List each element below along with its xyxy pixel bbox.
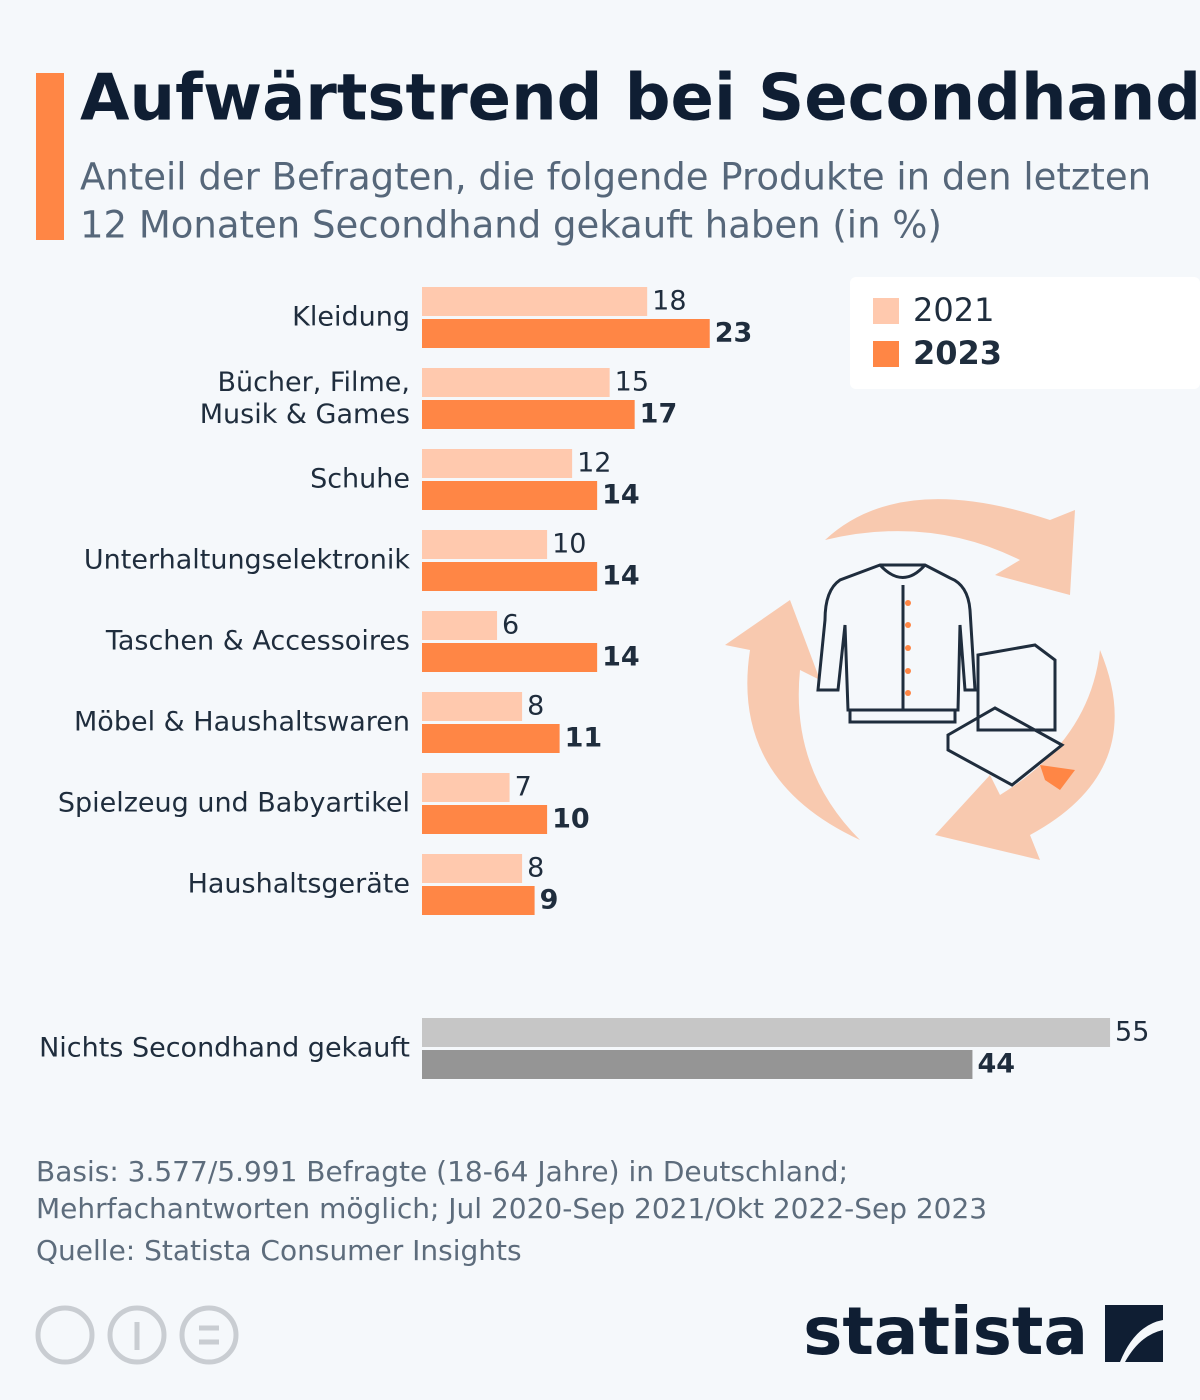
bar [422, 449, 573, 478]
bar [422, 611, 498, 640]
value-label: 44 [977, 1049, 1015, 1080]
category-label: Schuhe [310, 464, 410, 495]
bookmark-icon [1040, 765, 1075, 790]
brand-logo: statista [803, 1293, 1088, 1370]
bar [422, 1050, 973, 1079]
bar [422, 724, 560, 753]
value-label: 55 [1115, 1017, 1149, 1048]
button-dots [905, 600, 911, 696]
value-label: 15 [615, 367, 649, 398]
value-label: 6 [502, 610, 519, 641]
value-label: 14 [602, 561, 640, 592]
legend-label: 2023 [913, 334, 1002, 372]
legend-swatch [873, 298, 899, 324]
value-label: 14 [602, 642, 640, 673]
value-label: 18 [652, 286, 686, 317]
value-label: 8 [527, 853, 544, 884]
bar [422, 319, 710, 348]
value-label: 23 [715, 318, 753, 349]
category-label: Kleidung [292, 302, 410, 333]
clothing-icon [816, 563, 1065, 787]
category-label: Nichts Secondhand gekauft [39, 1033, 410, 1064]
footnote: Mehrfachantworten möglich; Jul 2020-Sep … [36, 1192, 987, 1225]
value-label: 10 [552, 804, 590, 835]
footnote: Basis: 3.577/5.991 Befragte (18-64 Jahre… [36, 1155, 848, 1188]
license-icons [35, 1305, 239, 1365]
bar [422, 692, 523, 721]
legend-box [850, 277, 1200, 389]
value-label: 12 [577, 448, 611, 479]
value-label: 10 [552, 529, 586, 560]
bar [422, 854, 523, 883]
category-label: Haushaltsgeräte [188, 869, 410, 900]
value-label: 8 [527, 691, 544, 722]
bar [422, 530, 548, 559]
bar [422, 773, 510, 802]
value-label: 17 [640, 399, 678, 430]
bar [422, 1018, 1111, 1047]
value-label: 11 [565, 723, 603, 754]
source: Quelle: Statista Consumer Insights [36, 1234, 522, 1267]
category-label: Taschen & Accessoires [105, 626, 410, 657]
bar [422, 287, 648, 316]
bar [422, 643, 598, 672]
category-label: Bücher, Filme, Musik & Games [200, 367, 410, 430]
bar [422, 886, 535, 915]
legend-label: 2021 [913, 291, 994, 329]
legend-swatch [873, 341, 899, 367]
bar [422, 368, 610, 397]
category-label: Möbel & Haushaltswaren [74, 707, 410, 738]
subtitle: 12 Monaten Secondhand gekauft haben (in … [80, 204, 942, 247]
bar [422, 805, 548, 834]
value-label: 9 [540, 885, 559, 916]
bar [422, 562, 598, 591]
chart-title: Aufwärtstrend bei Secondhand [80, 62, 1200, 136]
value-label: 14 [602, 480, 640, 511]
category-label: Spielzeug und Babyartikel [58, 788, 410, 819]
bar [422, 400, 635, 429]
subtitle: Anteil der Befragten, die folgende Produ… [80, 156, 1151, 199]
accent-bar [36, 73, 64, 240]
brand-mark [1105, 1305, 1163, 1362]
value-label: 7 [515, 772, 532, 803]
illustration [725, 499, 1115, 860]
bar [422, 481, 598, 510]
category-label: Unterhaltungselektronik [84, 545, 410, 576]
